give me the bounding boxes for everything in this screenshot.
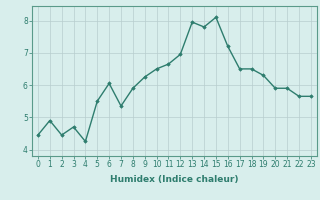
X-axis label: Humidex (Indice chaleur): Humidex (Indice chaleur)	[110, 175, 239, 184]
